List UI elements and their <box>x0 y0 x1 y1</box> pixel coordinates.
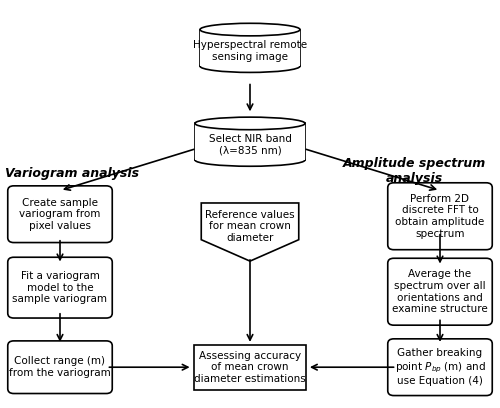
Text: Fit a variogram
model to the
sample variogram: Fit a variogram model to the sample vari… <box>12 271 108 304</box>
Text: Perform 2D
discrete FFT to
obtain amplitude
spectrum: Perform 2D discrete FFT to obtain amplit… <box>396 194 484 239</box>
Ellipse shape <box>200 60 300 73</box>
Text: Select NIR band
(λ=835 nm): Select NIR band (λ=835 nm) <box>208 134 292 155</box>
Text: Variogram analysis: Variogram analysis <box>5 167 139 180</box>
FancyBboxPatch shape <box>388 339 492 396</box>
FancyBboxPatch shape <box>388 258 492 325</box>
Bar <box>200 30 300 66</box>
Bar <box>195 124 305 160</box>
Text: Collect range (m)
from the variogram: Collect range (m) from the variogram <box>9 357 111 378</box>
FancyBboxPatch shape <box>388 183 492 250</box>
Text: Average the
spectrum over all
orientations and
examine structure: Average the spectrum over all orientatio… <box>392 269 488 314</box>
FancyBboxPatch shape <box>8 186 112 242</box>
Text: Amplitude spectrum
analysis: Amplitude spectrum analysis <box>342 157 486 185</box>
FancyBboxPatch shape <box>8 257 112 318</box>
Text: Gather breaking
point $P_{bp}$ (m) and
use Equation (4): Gather breaking point $P_{bp}$ (m) and u… <box>394 348 486 386</box>
Text: Hyperspectral remote
sensing image: Hyperspectral remote sensing image <box>193 40 307 62</box>
Text: Reference values
for mean crown
diameter: Reference values for mean crown diameter <box>205 210 295 243</box>
Polygon shape <box>201 203 299 261</box>
FancyBboxPatch shape <box>8 341 112 393</box>
Ellipse shape <box>195 154 305 166</box>
Text: Create sample
variogram from
pixel values: Create sample variogram from pixel value… <box>20 197 100 231</box>
Bar <box>194 345 306 390</box>
Ellipse shape <box>195 117 305 130</box>
Ellipse shape <box>200 23 300 36</box>
Text: Assessing accuracy
of mean crown
diameter estimations: Assessing accuracy of mean crown diamete… <box>194 350 306 384</box>
